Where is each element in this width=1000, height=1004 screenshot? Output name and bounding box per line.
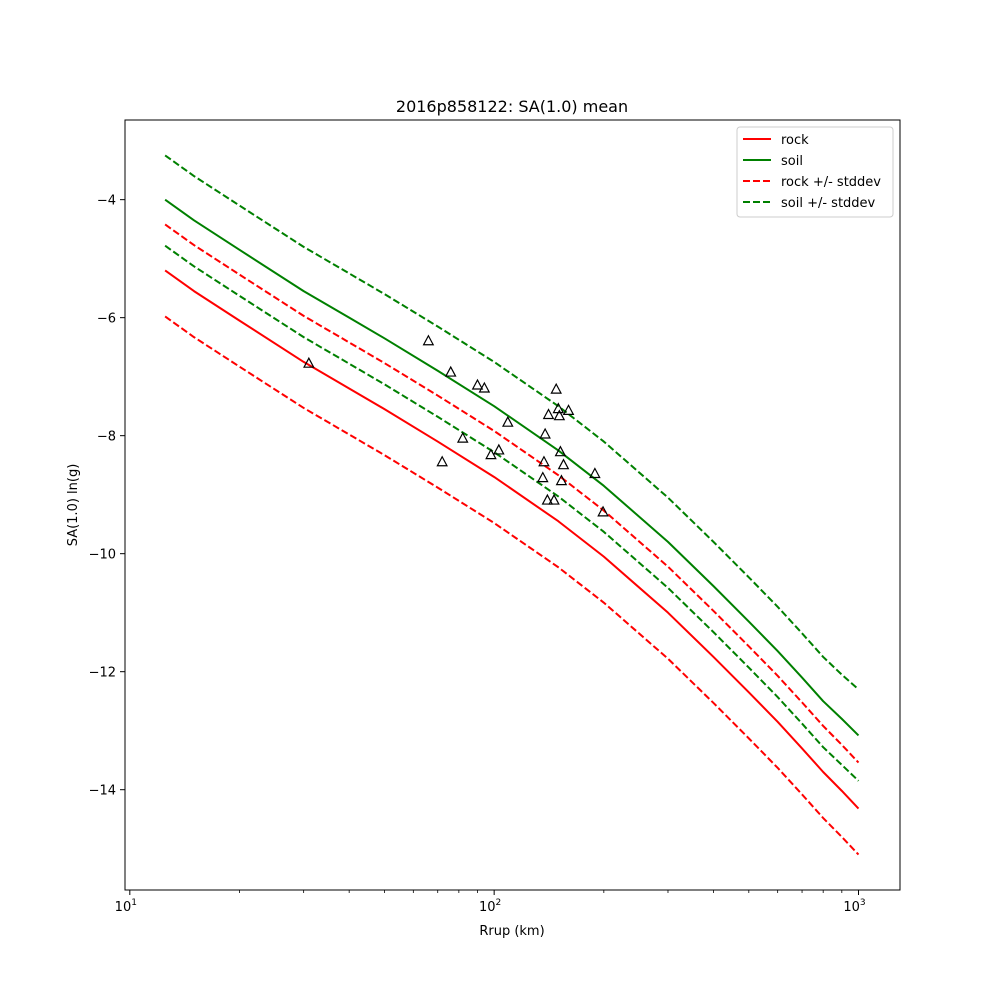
y-tick-label: −8 (97, 430, 116, 445)
observation-point (444, 365, 457, 377)
observation-point (422, 334, 435, 346)
legend-label: soil +/- stddev (781, 196, 876, 211)
legend-label: rock +/- stddev (781, 175, 881, 190)
observation-point (542, 408, 555, 420)
observation-point (553, 409, 566, 421)
observation-point (537, 471, 549, 483)
legend-label: soil (781, 154, 803, 169)
observation-point (589, 467, 601, 479)
x-axis-label: Rrup (km) (479, 924, 544, 939)
y-tick-label: −12 (89, 666, 116, 681)
legend-label: rock (781, 133, 809, 148)
observation-markers (303, 334, 609, 517)
series-line-rock-0 (164, 269, 860, 810)
y-axis-label: SA(1.0) ln(g) (66, 464, 81, 547)
observation-point (478, 381, 491, 393)
observation-point (501, 415, 514, 427)
observation-point (557, 458, 570, 470)
series-lines (164, 154, 860, 856)
observation-point (541, 493, 554, 505)
legend: rock soil rock +/- stddev soil +/- stddev (736, 126, 894, 218)
observation-point (550, 382, 562, 394)
observation-point (303, 356, 315, 368)
plot-frame (124, 119, 901, 891)
observation-point (562, 404, 575, 415)
observation-point (597, 505, 609, 517)
observation-point (538, 455, 550, 467)
series-line-soil-1 (164, 198, 860, 737)
legend-box (736, 126, 894, 218)
series-line-soil-stddev-5 (164, 154, 860, 691)
x-tick-label-exponent: 2 (496, 898, 502, 908)
x-tick-label-exponent: 3 (860, 898, 866, 908)
series-line-rock-stddev-3 (164, 223, 860, 764)
y-tick-label: −10 (89, 548, 116, 563)
observation-point (548, 493, 560, 505)
observation-point (493, 443, 505, 455)
observation-point (456, 431, 469, 443)
observation-point (555, 474, 568, 486)
chart-title: 2016p858122: SA(1.0) mean (396, 97, 628, 116)
series-line-soil-stddev-4 (164, 244, 860, 782)
y-tick-label: −14 (89, 784, 116, 799)
series-line-rock-stddev-2 (164, 315, 860, 856)
y-tick-label: −6 (97, 312, 116, 327)
observation-point (436, 455, 448, 467)
observation-point (539, 427, 551, 439)
observation-point (554, 445, 567, 457)
y-tick-label: −4 (97, 194, 116, 209)
x-tick-label-exponent: 1 (131, 898, 137, 908)
observation-point (471, 378, 484, 390)
